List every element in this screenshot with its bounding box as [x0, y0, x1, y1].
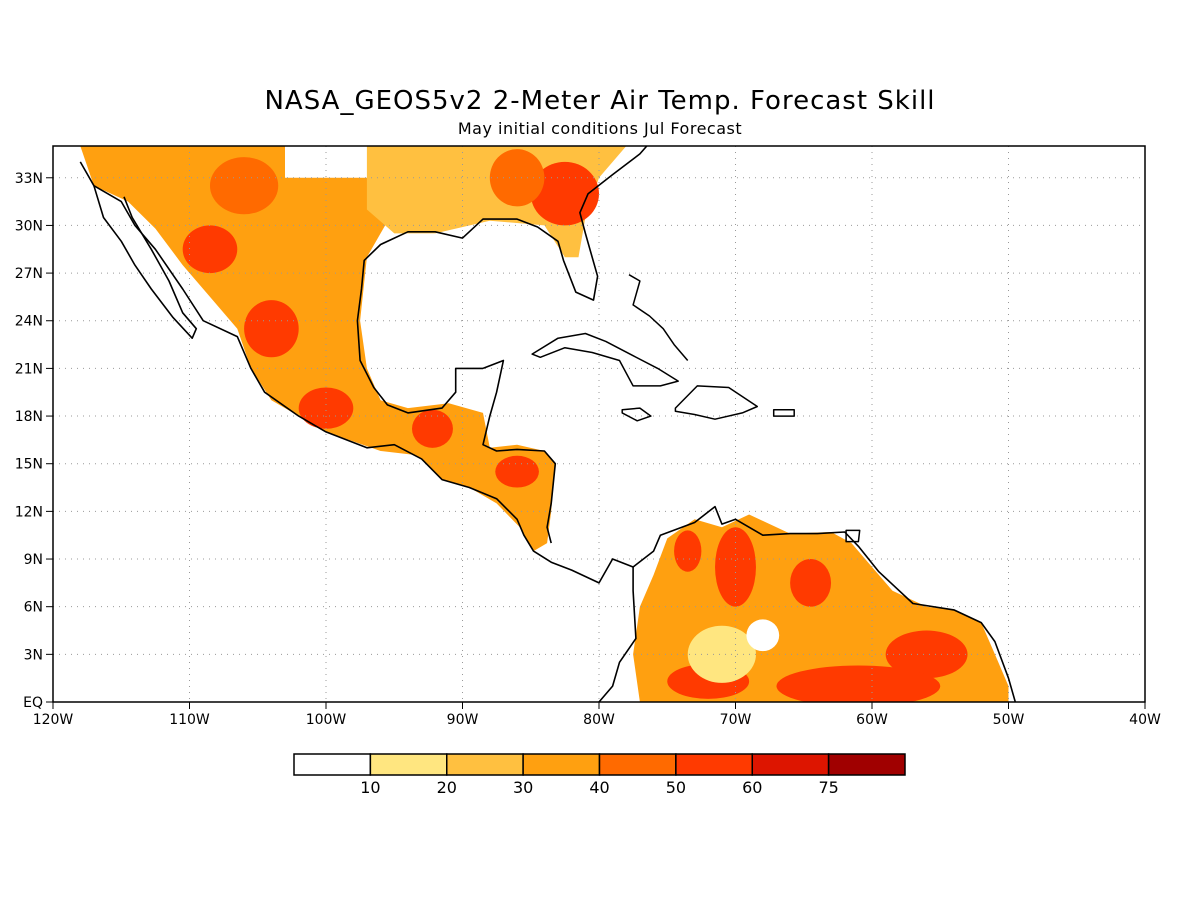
- colorbar-swatch: [675, 753, 753, 776]
- colorbar: 10 20 30 40 50 60 75: [293, 753, 906, 797]
- lat-tick-label: 6N: [24, 600, 43, 616]
- lon-tick-label: 60W: [856, 712, 888, 728]
- lat-tick-label: 27N: [15, 266, 43, 282]
- skill-hotspot-southern-mexico-max: [298, 387, 354, 429]
- colorbar-label: 40: [589, 778, 609, 797]
- lat-tick-label: 33N: [15, 171, 43, 187]
- axis-ticks: 120W 110W 100W 90W 80W 70W 60W 50W 40W EQ 3N 6N 9N 12…: [15, 171, 1161, 728]
- lat-lon-gridlines: [53, 146, 1145, 702]
- lon-tick-label: 110W: [169, 712, 210, 728]
- coastline-north-america-gulf-coast: [79, 161, 1017, 702]
- colorbar-swatch: [369, 753, 448, 776]
- coastline-baja-california: [93, 185, 198, 340]
- skill-shading-layer: [80, 146, 1009, 702]
- island-jamaica: [621, 407, 652, 422]
- lat-tick-label: 30N: [15, 218, 43, 234]
- lon-tick-label: 80W: [583, 712, 615, 728]
- skill-hotspot-venezuela-low: [746, 619, 780, 652]
- colorbar-swatch: [293, 753, 372, 776]
- lat-tick-label: 21N: [15, 361, 43, 377]
- colorbar-label: 20: [437, 778, 457, 797]
- lon-tick-label: 50W: [993, 712, 1025, 728]
- skill-hotspot-amazon-south-max: [776, 665, 941, 702]
- skill-hotspot-guiana-max: [885, 630, 968, 679]
- colorbar-swatch: [598, 753, 677, 776]
- lon-tick-label: 70W: [720, 712, 752, 728]
- map-title: NASA_GEOS5v2 2-Meter Air Temp. Forecast …: [264, 86, 936, 116]
- skill-hotspot-colombia-max: [674, 530, 702, 572]
- colorbar-swatch: [522, 753, 601, 776]
- lat-tick-label: 9N: [24, 552, 43, 568]
- coastline-gulf-north-coast: [356, 146, 648, 414]
- colorbar-swatch: [751, 753, 830, 776]
- colorbar-swatch: [827, 753, 906, 776]
- skill-hotspot-chihuahua-max: [209, 157, 279, 215]
- skill-hotspot-sierra-madre-max: [244, 300, 299, 358]
- lat-tick-label: 12N: [15, 504, 43, 520]
- lat-tick-label: 3N: [24, 647, 43, 663]
- coastline-layer: [79, 146, 1017, 702]
- lat-tick-label: 24N: [15, 314, 43, 330]
- colorbar-label: 30: [513, 778, 533, 797]
- island-bahamas: [628, 274, 689, 361]
- lon-tick-label: 40W: [1129, 712, 1161, 728]
- coastline-yucatan-east: [482, 359, 557, 544]
- island-trinidad: [845, 529, 861, 543]
- colorbar-swatch: [446, 753, 524, 776]
- skill-hotspot-venezuela-east-max: [790, 559, 832, 607]
- lat-tick-label: 15N: [15, 457, 43, 473]
- colorbar-label: 75: [818, 778, 838, 797]
- lon-tick-label: 120W: [33, 712, 74, 728]
- island-hispaniola: [674, 385, 759, 420]
- skill-hotspot-colombia-low: [687, 625, 756, 683]
- skill-hotspot-sonora-max: [182, 225, 238, 274]
- colorbar-label: 10: [360, 778, 380, 797]
- lon-tick-label: 100W: [306, 712, 347, 728]
- skill-region-mexico-us-southwest: [80, 146, 449, 456]
- skill-hotspot-alabama-max: [489, 149, 545, 207]
- map-subtitle: May initial conditions Jul Forecast: [457, 119, 743, 138]
- island-cuba: [531, 332, 679, 387]
- coastline-south-america-pacific: [598, 567, 637, 702]
- lat-tick-label: 18N: [15, 409, 43, 425]
- colorbar-label: 60: [742, 778, 762, 797]
- skill-hotspot-guatemala-max: [411, 409, 453, 448]
- lon-tick-label: 90W: [447, 712, 479, 728]
- skill-hotspot-honduras-max: [495, 455, 539, 488]
- lat-tick-label: EQ: [23, 695, 43, 711]
- island-puerto-rico: [772, 408, 795, 417]
- colorbar-label: 50: [666, 778, 686, 797]
